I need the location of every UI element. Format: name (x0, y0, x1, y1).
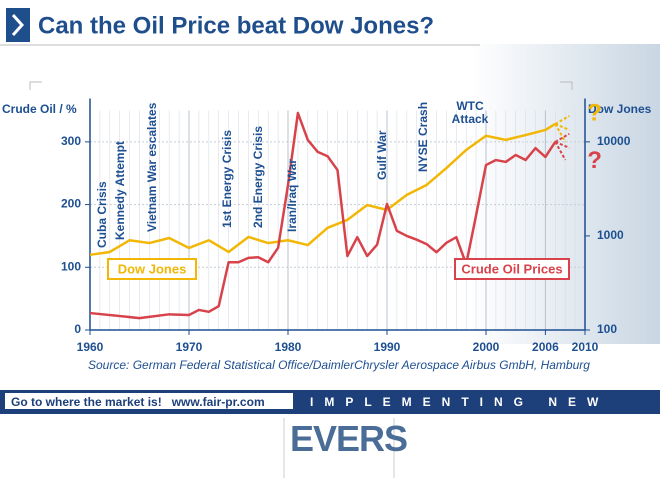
y-tick-label: 0 (74, 322, 81, 336)
annotation: Gulf War (375, 130, 389, 180)
chart: Can the Oil Price beat Dow Jones? Crude … (0, 8, 660, 372)
x-tick-label: 2000 (473, 340, 500, 354)
legend-box (107, 258, 197, 280)
x-tick-label: 1990 (374, 340, 401, 354)
source-note: Source: German Federal Statistical Offic… (88, 358, 590, 372)
y-tick-label: 200 (61, 197, 81, 211)
annotation: 2nd Energy Crisis (251, 126, 265, 228)
x-tick-label: 1960 (77, 340, 104, 354)
motto: IMPLEMENTING NEW IDEAS (310, 395, 610, 433)
y-axis-label: Crude Oil / % (2, 102, 77, 116)
annotation: Kennedy Attempt (113, 141, 127, 240)
series-line (89, 122, 556, 257)
logo: EVERS (290, 418, 408, 459)
y2-tick-label: 100 (597, 322, 617, 336)
legend-label: Crude Oil Prices (461, 261, 562, 276)
legend-label: Dow Jones (118, 261, 187, 276)
title-icon (6, 8, 30, 42)
series-line (89, 111, 557, 320)
annotation: 1st Energy Crisis (220, 130, 234, 228)
annotation: Cuba Crisis (95, 181, 109, 248)
annotation: Vietnam War escalates (145, 102, 159, 232)
forecast-arrow (554, 132, 570, 161)
slogan-box: Go to where the market is! www.fair-pr.co… (4, 392, 294, 410)
banner: Go to where the market is! www.fair-pr.co… (0, 390, 660, 433)
y2-tick-label: 1000 (597, 228, 624, 242)
annotation: NYSE Crash (416, 102, 430, 172)
forecast-mark: ? (587, 147, 602, 174)
corner-marks (29, 81, 573, 90)
y-tick-label: 300 (61, 134, 81, 148)
x-tick-label: 1970 (176, 340, 203, 354)
forecast-arrow (554, 115, 570, 143)
y2-axis-label: Dow Jones (588, 102, 652, 116)
annotation: Iran/Iraq War (285, 159, 299, 232)
title-chevron (11, 13, 25, 37)
y2-tick-label: 10000 (597, 134, 631, 148)
x-tick-label: 1980 (275, 340, 302, 354)
y-tick-label: 100 (61, 259, 81, 273)
x-tick-label: 2010 (572, 340, 599, 354)
url: www.fair-pr.com (171, 395, 265, 409)
forecast-mark: ? (587, 99, 602, 126)
legend-box (454, 258, 570, 280)
x-tick-label: 2006 (532, 340, 559, 354)
annotation: WTC Attack (451, 99, 489, 126)
slogan: Go to where the market is! (11, 395, 162, 409)
chart-title: Can the Oil Price beat Dow Jones? (38, 12, 434, 39)
